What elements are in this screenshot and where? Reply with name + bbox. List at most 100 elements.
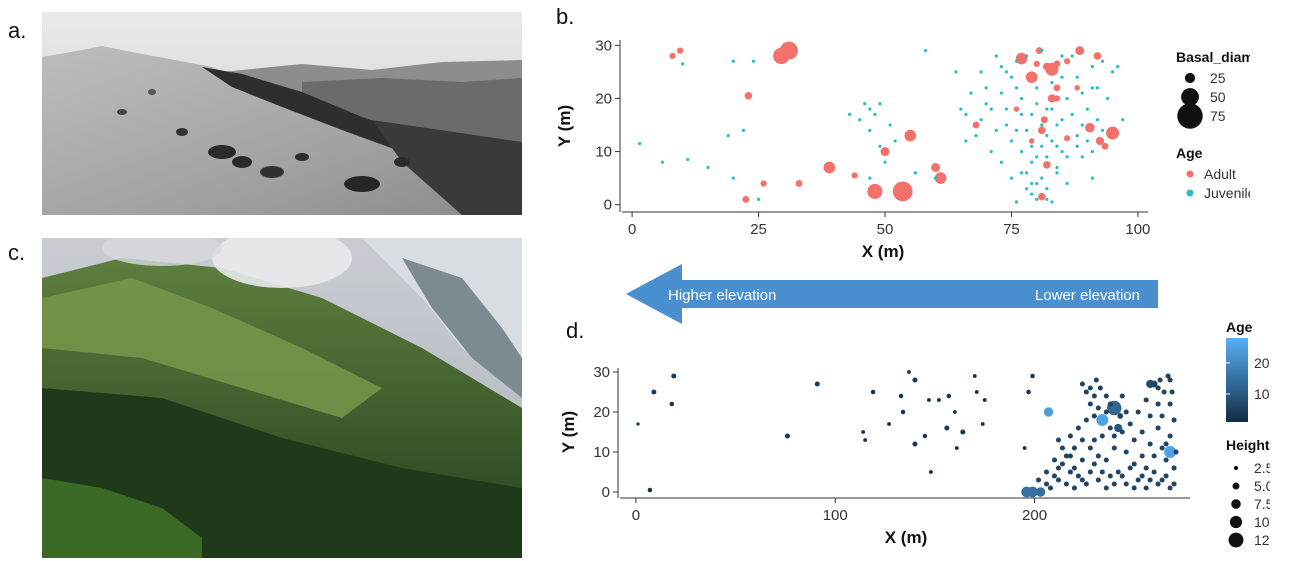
tree-point xyxy=(922,433,928,439)
juvenile-tree-point xyxy=(681,62,685,66)
tree-point xyxy=(912,441,918,447)
tree-point xyxy=(671,373,677,379)
juvenile-tree-point xyxy=(1030,192,1034,196)
adult-tree-point xyxy=(934,172,947,184)
juvenile-tree-point xyxy=(1035,155,1039,159)
adult-tree-point xyxy=(1038,192,1046,201)
tree-point xyxy=(1157,377,1163,383)
tree-point xyxy=(1103,393,1109,399)
adult-tree-point xyxy=(1015,52,1028,65)
tree-point xyxy=(1026,389,1031,395)
juvenile-tree-point xyxy=(1040,49,1044,53)
tree-point xyxy=(669,401,675,407)
juvenile-tree-point xyxy=(1050,200,1054,204)
tree-point xyxy=(1027,486,1038,498)
adult-tree-point xyxy=(880,147,890,157)
adult-tree-point xyxy=(1053,84,1061,92)
juvenile-tree-point xyxy=(1045,107,1049,111)
chart-d-size-legend-label: 7.5 xyxy=(1254,496,1270,512)
elevation-arrow: Higher elevation Lower elevation xyxy=(626,264,1158,324)
tree-point xyxy=(1087,445,1093,451)
tree-point xyxy=(1043,481,1050,487)
adult-tree-point xyxy=(1063,135,1071,142)
tree-point xyxy=(1079,477,1085,483)
tree-point xyxy=(814,381,820,387)
juvenile-tree-point xyxy=(1030,112,1034,116)
juvenile-tree-point xyxy=(1100,128,1105,132)
juvenile-tree-point xyxy=(1065,181,1069,186)
juvenile-tree-point xyxy=(1030,160,1034,164)
tree-point xyxy=(944,425,950,431)
tree-point xyxy=(1171,417,1177,423)
chart-d-y-tick-label: 10 xyxy=(593,444,610,461)
juvenile-tree-point xyxy=(1116,64,1120,69)
juvenile-tree-point xyxy=(984,102,988,106)
juvenile-tree-point xyxy=(858,118,862,122)
juvenile-tree-point xyxy=(726,134,730,138)
tree-point xyxy=(1083,417,1089,423)
juvenile-tree-point xyxy=(1055,171,1059,175)
juvenile-tree-point xyxy=(1040,176,1044,180)
juvenile-tree-point xyxy=(1080,123,1084,127)
juvenile-tree-point xyxy=(847,112,852,116)
chart-d-y-tick-label: 30 xyxy=(593,364,610,381)
tree-point xyxy=(1093,377,1099,383)
chart-b-size-legend-label: 25 xyxy=(1210,70,1226,86)
juvenile-tree-point xyxy=(1019,112,1024,116)
juvenile-tree-point xyxy=(888,123,892,127)
adult-tree-point xyxy=(1106,126,1120,140)
tree-point xyxy=(1119,429,1125,435)
tree-point xyxy=(1123,449,1129,455)
adult-tree-point xyxy=(1025,71,1038,84)
photo-a-drawing xyxy=(42,12,522,215)
chart-b-x-tick-label: 0 xyxy=(628,221,636,238)
tree-point xyxy=(1059,445,1065,451)
tree-point xyxy=(1169,389,1175,395)
adult-tree-point xyxy=(904,129,917,142)
panel-d-label: d. xyxy=(566,318,585,343)
chart-d-colorbar-label: 200 xyxy=(1254,355,1270,371)
chart-d-x-tick-label: 100 xyxy=(823,507,848,524)
tree-point xyxy=(1111,445,1117,451)
chart-b-size-legend-key xyxy=(1177,103,1203,129)
tree-point xyxy=(1135,409,1141,415)
arrow-right-text: Lower elevation xyxy=(1035,287,1140,304)
juvenile-tree-point xyxy=(1040,144,1044,148)
tree-point xyxy=(1147,413,1153,419)
arrow-left-text: Higher elevation xyxy=(668,287,776,304)
juvenile-tree-point xyxy=(1110,70,1115,74)
tree-point xyxy=(1055,477,1062,483)
juvenile-tree-point xyxy=(1095,118,1100,122)
chart-b-color-legend-label: Adult xyxy=(1204,166,1236,182)
chart-d-size-legend-key xyxy=(1228,532,1244,548)
tree-point xyxy=(1087,469,1093,475)
tree-point xyxy=(1095,477,1101,483)
tree-point xyxy=(636,422,640,426)
adult-tree-point xyxy=(823,161,836,174)
juvenile-tree-point xyxy=(660,160,665,164)
tree-point xyxy=(1091,461,1097,467)
tree-point xyxy=(1079,457,1085,463)
adult-tree-point xyxy=(931,163,941,172)
tree-point xyxy=(887,422,891,426)
tree-point xyxy=(1139,473,1145,479)
juvenile-tree-point xyxy=(1014,86,1019,90)
tree-point xyxy=(1123,481,1129,487)
juvenile-tree-point xyxy=(1070,112,1074,116)
juvenile-tree-point xyxy=(1019,171,1024,175)
juvenile-tree-point xyxy=(999,64,1003,69)
tree-point xyxy=(1155,481,1161,487)
tree-point xyxy=(1107,425,1113,431)
juvenile-tree-point xyxy=(1075,134,1079,138)
tree-point xyxy=(1055,465,1062,471)
tree-point xyxy=(1095,405,1101,411)
tree-point xyxy=(1083,481,1089,487)
juvenile-tree-point xyxy=(1019,96,1024,101)
tree-point xyxy=(1075,473,1081,479)
tree-point xyxy=(1173,449,1179,455)
tree-point xyxy=(1159,445,1165,451)
tree-point xyxy=(1067,469,1073,475)
tree-point xyxy=(960,429,966,435)
juvenile-tree-point xyxy=(1060,54,1064,58)
adult-tree-point xyxy=(677,47,684,54)
